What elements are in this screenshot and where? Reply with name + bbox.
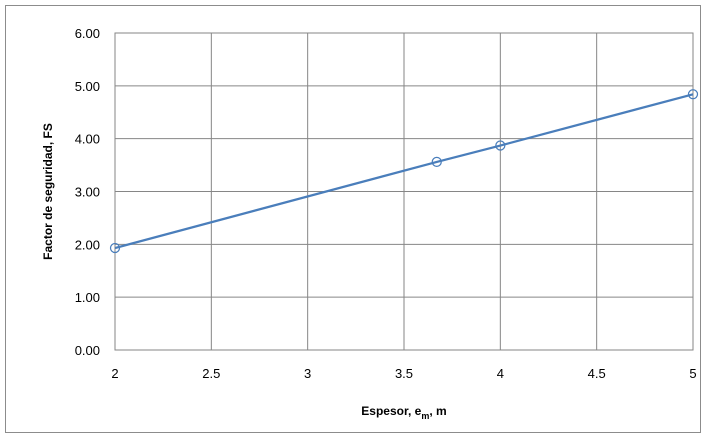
x-axis-title-subscript: m — [421, 411, 429, 421]
x-tick-label: 2 — [111, 366, 118, 381]
x-axis-title: Espesor, em, m — [361, 404, 446, 421]
x-tick-label: 4 — [497, 366, 504, 381]
x-tick-label: 3 — [304, 366, 311, 381]
series-group — [109, 89, 699, 254]
data-point-marker — [495, 140, 506, 151]
y-tick-label: 3.00 — [75, 185, 100, 200]
series-line — [114, 93, 694, 250]
data-point-marker — [109, 242, 121, 254]
y-tick-label: 5.00 — [75, 79, 100, 94]
x-tick-label: 5 — [689, 366, 696, 381]
y-tick-label: 0.00 — [75, 343, 100, 358]
x-axis-ticks: 2 2.5 3 3.5 4 4.5 5 — [111, 366, 696, 381]
y-tick-label: 1.00 — [75, 290, 100, 305]
x-tick-label: 4.5 — [588, 366, 606, 381]
x-tick-label: 2.5 — [202, 366, 220, 381]
y-tick-label: 4.00 — [75, 132, 100, 147]
x-axis-title-main: Espesor, e — [361, 404, 421, 418]
grid-lines — [114, 32, 694, 351]
data-point-marker — [687, 89, 699, 100]
y-tick-label: 2.00 — [75, 237, 100, 252]
x-tick-label: 3.5 — [395, 366, 413, 381]
y-axis-title: Factor de seguridad, FS — [41, 123, 55, 260]
y-axis-ticks: 0.00 1.00 2.00 3.00 4.00 5.00 6.00 — [75, 26, 100, 358]
x-axis-title-suffix: , m — [429, 404, 446, 418]
data-point-marker — [431, 156, 442, 168]
y-tick-label: 6.00 — [75, 26, 100, 41]
